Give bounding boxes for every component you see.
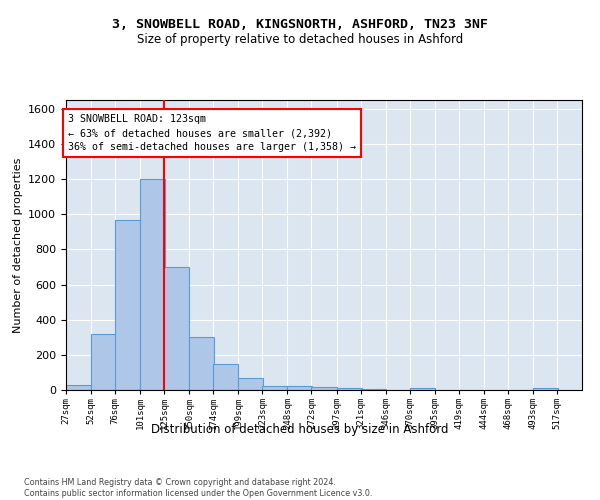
Bar bbox=[91, 334, 116, 390]
Bar bbox=[337, 388, 362, 390]
Bar bbox=[164, 267, 189, 390]
Bar bbox=[213, 364, 238, 390]
Bar bbox=[262, 386, 287, 390]
Bar bbox=[66, 384, 91, 390]
Bar bbox=[410, 388, 435, 390]
Bar bbox=[238, 378, 263, 390]
Y-axis label: Number of detached properties: Number of detached properties bbox=[13, 158, 23, 332]
Text: Distribution of detached houses by size in Ashford: Distribution of detached houses by size … bbox=[151, 422, 449, 436]
Bar bbox=[311, 388, 337, 390]
Bar bbox=[115, 220, 140, 390]
Bar bbox=[189, 338, 214, 390]
Text: 3 SNOWBELL ROAD: 123sqm
← 63% of detached houses are smaller (2,392)
36% of semi: 3 SNOWBELL ROAD: 123sqm ← 63% of detache… bbox=[68, 114, 356, 152]
Text: Size of property relative to detached houses in Ashford: Size of property relative to detached ho… bbox=[137, 32, 463, 46]
Text: Contains HM Land Registry data © Crown copyright and database right 2024.
Contai: Contains HM Land Registry data © Crown c… bbox=[24, 478, 373, 498]
Bar bbox=[287, 386, 313, 390]
Bar bbox=[361, 388, 386, 390]
Text: 3, SNOWBELL ROAD, KINGSNORTH, ASHFORD, TN23 3NF: 3, SNOWBELL ROAD, KINGSNORTH, ASHFORD, T… bbox=[112, 18, 488, 30]
Bar bbox=[533, 388, 558, 390]
Bar bbox=[140, 179, 165, 390]
